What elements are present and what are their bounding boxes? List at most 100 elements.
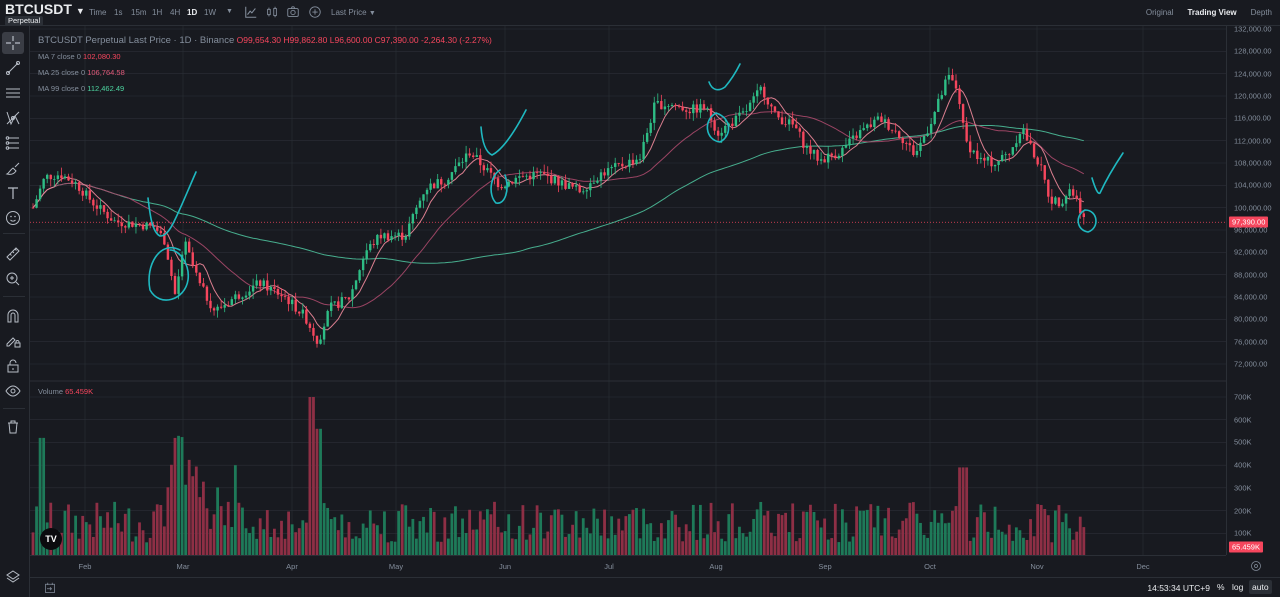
price-type-selector[interactable]: Last Price ▼ <box>331 8 376 17</box>
legend-open: O99,654.30 <box>236 35 282 45</box>
toolbar-divider <box>3 233 25 234</box>
brush-tool[interactable] <box>2 157 24 179</box>
time-tick: Mar <box>176 562 190 571</box>
price-tick: 120,000.00 <box>1234 91 1272 101</box>
price-chart-canvas[interactable] <box>30 26 1226 555</box>
visibility-tool[interactable] <box>2 380 24 402</box>
text-icon <box>8 187 18 199</box>
timeframe-1w[interactable]: 1W <box>204 8 216 17</box>
ma25-legend[interactable]: MA 25 close 0 106,764.58 <box>38 65 492 81</box>
clock-timezone[interactable]: 14:53:34 UTC+9 <box>1147 583 1210 593</box>
pencil-lock-icon <box>6 337 21 348</box>
toolbar-divider <box>3 408 25 409</box>
view-depth[interactable]: Depth <box>1250 8 1272 17</box>
percent-scale-toggle[interactable]: % <box>1217 582 1225 592</box>
timeframe-4h[interactable]: 4H <box>170 8 181 17</box>
view-original[interactable]: Original <box>1145 8 1174 17</box>
drawing-toolbar <box>0 26 30 597</box>
volume-tick: 300K <box>1234 483 1252 493</box>
ruler-tool[interactable] <box>2 243 24 265</box>
timeframe-1s[interactable]: 1s <box>114 8 123 17</box>
tradingview-logo[interactable]: TV <box>40 528 62 550</box>
contract-type-badge: Perpetual <box>5 16 44 26</box>
pattern-icon <box>6 111 20 126</box>
text-tool[interactable] <box>2 182 24 204</box>
chart-type-icon[interactable] <box>265 5 279 19</box>
ma25-label: MA 25 close 0 <box>38 68 86 77</box>
timeframe-time[interactable]: Time <box>89 8 107 17</box>
chart-legend: BTCUSDT Perpetual Last Price · 1D · Bina… <box>38 32 492 97</box>
ma7-label: MA 7 close 0 <box>38 52 81 61</box>
horizontal-lines-tool[interactable] <box>2 82 24 104</box>
price-tick: 100,000.00 <box>1234 203 1272 213</box>
layers-icon <box>6 570 20 583</box>
time-tick: Jul <box>604 562 614 571</box>
emoji-tool[interactable] <box>2 207 24 229</box>
price-tick: 84,000.00 <box>1234 292 1268 302</box>
legend-high: H99,862.80 <box>283 35 328 45</box>
timeframe-15m[interactable]: 15m <box>131 8 147 17</box>
timeframe-1h[interactable]: 1H <box>152 8 163 17</box>
delete-drawings-tool[interactable] <box>2 416 24 438</box>
time-tick: Dec <box>1136 562 1150 571</box>
timeframe-1d[interactable]: 1D <box>187 8 198 17</box>
caret-down-icon: ▼ <box>368 10 376 17</box>
symbol-selector[interactable]: BTCUSDT ▼ <box>5 1 85 17</box>
current-volume-label: 65.459K <box>1229 541 1263 553</box>
object-tree-tool[interactable] <box>2 566 24 588</box>
magnet-tool[interactable] <box>2 305 24 327</box>
crosshair-tool[interactable] <box>2 32 24 54</box>
add-circle-icon[interactable] <box>308 5 322 19</box>
unlock-icon <box>7 359 19 373</box>
price-tick: 124,000.00 <box>1234 69 1272 79</box>
log-scale-toggle[interactable]: log <box>1232 582 1244 592</box>
zoom-in-icon <box>6 272 20 286</box>
price-tick: 116,000.00 <box>1234 113 1271 123</box>
symbol-name: BTCUSDT <box>5 1 72 17</box>
ma7-legend[interactable]: MA 7 close 0 102,080.30 <box>38 49 492 65</box>
zoom-in-tool[interactable] <box>2 268 24 290</box>
trend-line-tool[interactable] <box>2 57 24 79</box>
price-tick: 132,000.00 <box>1234 24 1272 34</box>
time-tick: Aug <box>709 562 723 571</box>
timeframe-more-icon[interactable]: ▼ <box>226 8 233 15</box>
price-tick: 128,000.00 <box>1234 46 1272 56</box>
lock-drawings-tool[interactable] <box>2 330 24 352</box>
trend-line-icon <box>6 61 20 75</box>
indicators-icon[interactable] <box>244 5 258 19</box>
price-tick: 80,000.00 <box>1234 314 1268 324</box>
legend-close: C97,390.00 <box>374 35 419 45</box>
goto-date-icon[interactable] <box>44 582 56 594</box>
chart-settings-icon[interactable] <box>1250 560 1262 572</box>
legend-change: -2,264.30 (-2.27%) <box>421 35 492 45</box>
smiley-icon <box>6 211 20 225</box>
pattern-tool[interactable] <box>2 107 24 129</box>
magnet-icon <box>7 309 19 323</box>
price-type-label: Last Price <box>331 8 367 17</box>
toolbar-divider <box>3 296 25 297</box>
price-axis[interactable]: 132,000.00 128,000.00 124,000.00 120,000.00… <box>1226 24 1280 555</box>
time-tick: Oct <box>924 562 936 571</box>
volume-tick: 500K <box>1234 437 1252 447</box>
ma99-value: 112,462.49 <box>87 84 125 93</box>
volume-tick: 100K <box>1234 528 1252 538</box>
bottom-bar: 14:53:34 UTC+9 % log auto <box>30 577 1280 597</box>
price-tick: 88,000.00 <box>1234 270 1268 280</box>
volume-bars <box>31 397 1086 555</box>
camera-icon[interactable] <box>286 5 300 19</box>
fib-tool[interactable] <box>2 132 24 154</box>
view-trading-view[interactable]: Trading View <box>1187 8 1237 17</box>
hand-drawn-annotations <box>147 63 1124 301</box>
time-tick: May <box>388 562 404 571</box>
brush-icon <box>5 162 20 175</box>
time-tick: Feb <box>78 562 92 571</box>
ma99-legend[interactable]: MA 99 close 0 112,462.49 <box>38 81 492 97</box>
volume-legend[interactable]: Volume 65.459K <box>38 387 93 396</box>
time-axis[interactable]: Feb Mar Apr May Jun Jul Aug Sep Oct Nov Dec <box>30 555 1226 577</box>
lock-tool[interactable] <box>2 355 24 377</box>
price-tick: 108,000.00 <box>1234 158 1272 168</box>
fib-retracement-icon <box>5 136 19 150</box>
auto-scale-toggle[interactable]: auto <box>1249 580 1272 594</box>
legend-title: BTCUSDT Perpetual Last Price · 1D · Bina… <box>38 35 235 46</box>
